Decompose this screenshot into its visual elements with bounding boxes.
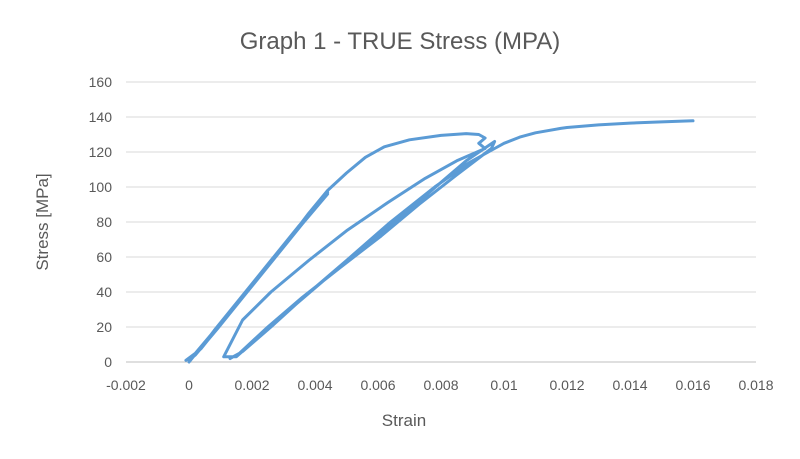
- series-group: [184, 119, 695, 364]
- y-tick-label: 20: [96, 319, 112, 335]
- y-tick-label: 80: [96, 214, 112, 230]
- y-tick-label: 40: [96, 284, 112, 300]
- x-tick-label: 0.014: [612, 377, 647, 393]
- x-tick-label: 0.01: [490, 377, 517, 393]
- chart-title: Graph 1 - TRUE Stress (MPA): [240, 28, 561, 55]
- y-tick-label: 140: [89, 109, 113, 125]
- y-tick-label: 160: [89, 74, 113, 90]
- x-axis-title: Strain: [382, 411, 426, 430]
- grid: [126, 81, 756, 363]
- x-tick-label: 0.006: [360, 377, 395, 393]
- series-line: [184, 119, 695, 364]
- x-tick-label: 0.012: [549, 377, 584, 393]
- y-tick-label: 60: [96, 249, 112, 265]
- y-tick-label: 100: [89, 179, 113, 195]
- x-tick-label: 0: [185, 377, 193, 393]
- y-tick-labels: 0 20 40 60 80 100 120 140 160: [89, 74, 113, 370]
- x-tick-label: -0.002: [106, 377, 146, 393]
- x-tick-labels: -0.002 0 0.002 0.004 0.006 0.008 0.01 0.012 0.01…: [106, 377, 774, 393]
- x-tick-label: 0.002: [234, 377, 269, 393]
- x-tick-label: 0.004: [297, 377, 332, 393]
- y-tick-label: 0: [104, 354, 112, 370]
- x-tick-label: 0.018: [738, 377, 773, 393]
- y-axis-title: Stress [MPa]: [33, 173, 52, 270]
- x-tick-label: 0.008: [423, 377, 458, 393]
- y-tick-label: 120: [89, 144, 113, 160]
- x-tick-label: 0.016: [675, 377, 710, 393]
